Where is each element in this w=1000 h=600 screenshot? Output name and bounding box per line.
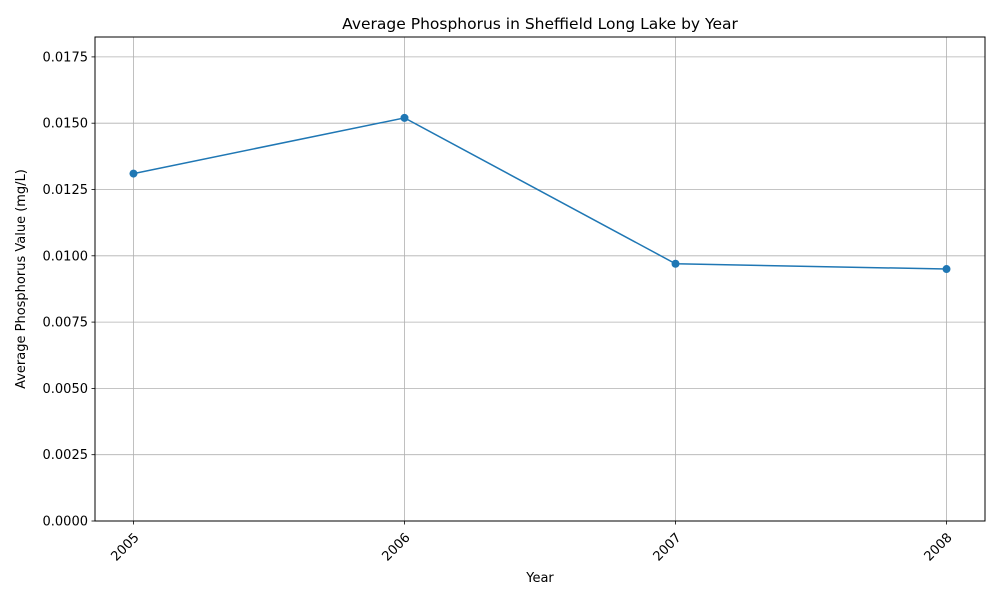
y-tick-label: 0.0025: [43, 448, 89, 463]
y-tick-label: 0.0075: [43, 316, 89, 331]
y-tick-label: 0.0125: [43, 183, 89, 198]
series-line: [133, 117, 947, 270]
y-tick-label: 0.0100: [43, 249, 89, 264]
data-point: [400, 113, 409, 122]
y-tick-label: 0.0050: [43, 382, 89, 397]
y-tick-label: 0.0000: [43, 515, 89, 530]
chart-title: Average Phosphorus in Sheffield Long Lak…: [342, 15, 738, 33]
plot-area: [94, 36, 986, 522]
series: [129, 113, 951, 274]
y-tick-label: 0.0175: [43, 50, 89, 65]
y-tick-label: 0.0150: [43, 117, 89, 132]
x-axis-label: Year: [525, 571, 554, 586]
y-axis-label: Average Phosphorus Value (mg/L): [14, 169, 29, 389]
data-point: [671, 259, 680, 268]
grid: [95, 37, 985, 522]
data-point: [129, 169, 138, 178]
data-point: [942, 265, 951, 274]
